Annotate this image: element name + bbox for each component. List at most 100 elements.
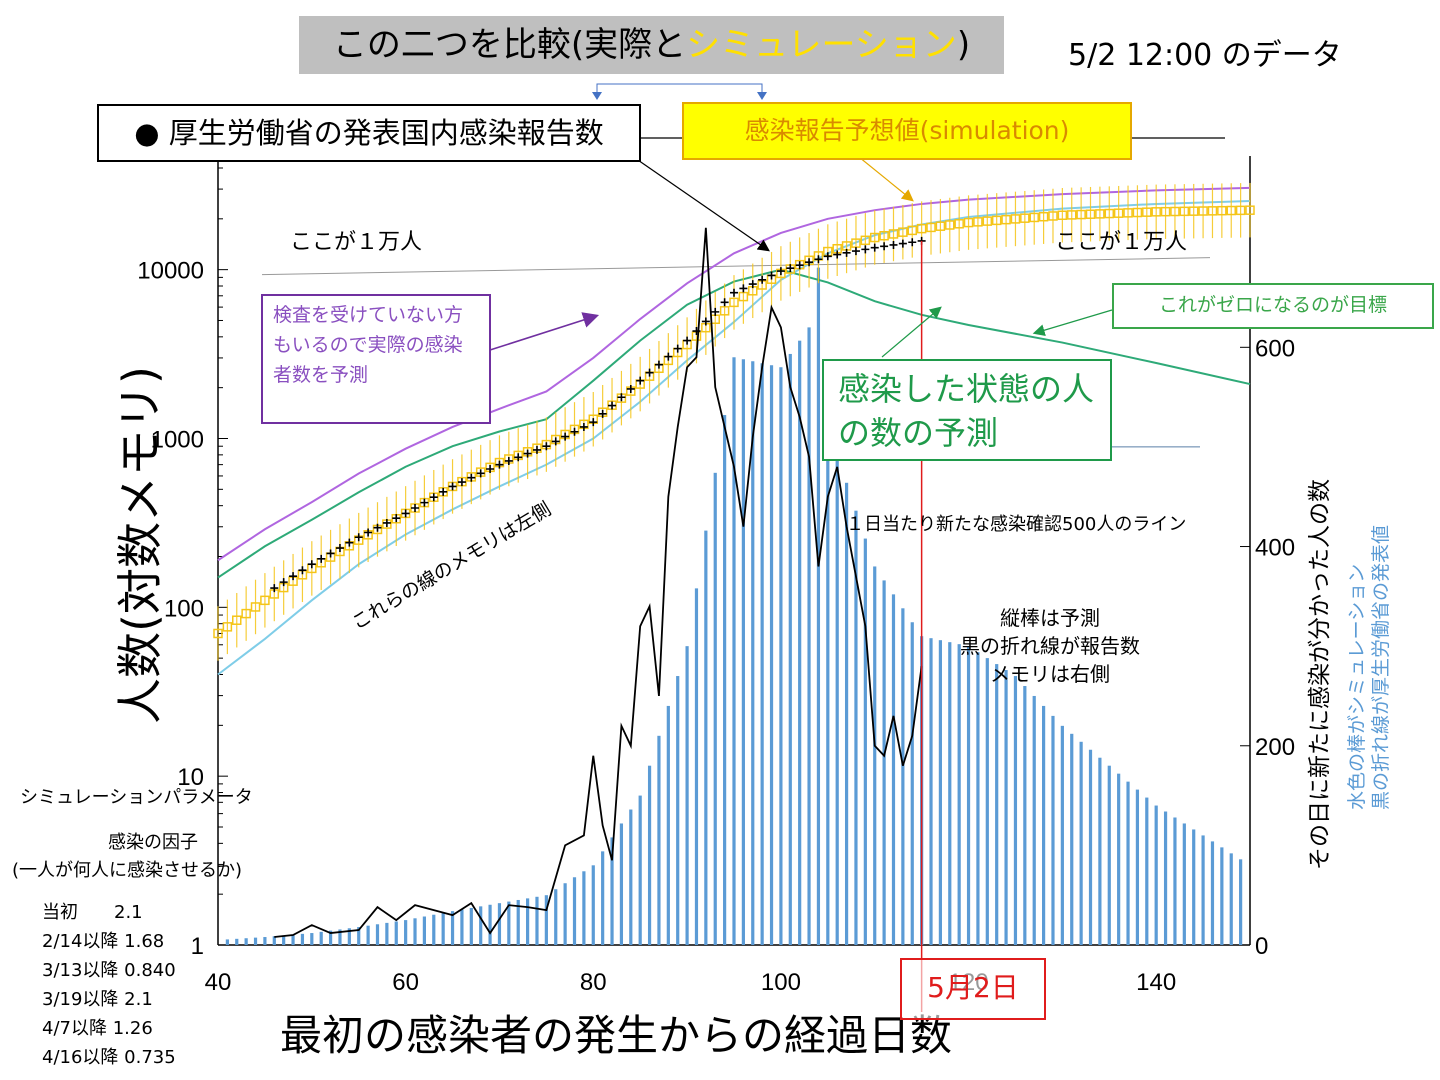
report-point [673, 344, 682, 353]
sim-point [1160, 206, 1171, 217]
sim-point [898, 227, 908, 237]
bars-note-line-3: メモリは右側 [990, 662, 1110, 686]
sim-point [250, 602, 261, 612]
sim-bar [1107, 765, 1111, 945]
actual-infected-estimate-line [217, 186, 1251, 562]
sim-bar [647, 765, 652, 945]
sim-bar [732, 357, 736, 945]
report-point [767, 271, 776, 280]
goal-box: これがゼロになるのが目標 [1112, 283, 1434, 329]
report-point [542, 442, 551, 451]
sim-bar [1201, 835, 1205, 945]
report-point [898, 239, 907, 248]
sim-bar [328, 930, 333, 945]
sim-bar [319, 931, 323, 945]
report-point [307, 560, 316, 569]
report-point [345, 538, 354, 547]
sim-point [888, 229, 899, 239]
sim-bar [1070, 733, 1074, 945]
x-tick-label: 60 [392, 969, 419, 996]
sim-bar [807, 327, 811, 945]
sim-bar [385, 922, 389, 945]
report-point [326, 549, 335, 558]
report-point [711, 307, 720, 316]
sim-bar [1117, 773, 1121, 945]
sim-bar [291, 934, 295, 945]
report-point [795, 261, 804, 270]
report-point [654, 360, 663, 369]
sim-bar [1079, 741, 1083, 945]
sim-bar [619, 823, 624, 945]
report-point [720, 298, 729, 307]
report-point [842, 248, 851, 257]
untested-arrow [489, 312, 600, 351]
factor-title: 感染の因子 [108, 832, 198, 853]
y-left-tick-label: 1000 [151, 426, 204, 453]
report-point [589, 418, 598, 427]
sim-point [1151, 207, 1161, 217]
sim-bar [357, 927, 361, 945]
param-row: 2/14以降 1.68 [42, 931, 165, 952]
sim-bar [873, 566, 877, 945]
sim-point [241, 608, 251, 619]
report-point [411, 504, 420, 513]
sim-bar [751, 361, 755, 945]
sim-bar [760, 363, 764, 945]
sim-point [1217, 205, 1227, 216]
comparison-title: この二つを比較(実際とシミュレーション) [299, 16, 1004, 74]
date-label: 5/2 12:00 のデータ [1068, 38, 1342, 73]
sim-point [1113, 208, 1124, 218]
sim-bar [948, 642, 952, 945]
sim-bar [713, 472, 717, 945]
report-point [617, 393, 626, 402]
report-point [833, 250, 842, 259]
sim-bar [1088, 749, 1093, 945]
report-point [467, 473, 476, 482]
sim-point [1123, 208, 1133, 218]
sim-bar [966, 646, 971, 945]
y-left-tick-label: 100 [164, 595, 204, 622]
sim-bar [891, 594, 896, 945]
param-row: 4/7以降 1.26 [42, 1018, 153, 1039]
sim-point [954, 219, 964, 229]
sim-bar [657, 735, 661, 945]
report-point [504, 456, 513, 465]
right-legend: 水色の棒がシミュレーション 黒の折れ線が厚生労働省の発表値 [1345, 525, 1393, 810]
sim-bar [666, 705, 670, 945]
sim-bar [244, 938, 248, 945]
sim-bar [995, 664, 999, 945]
y-left-tick-label: 10000 [137, 258, 204, 285]
sim-bar [985, 658, 989, 945]
report-point [476, 469, 485, 478]
report-point [645, 368, 654, 377]
y-left-tick-label: 10 [177, 764, 204, 791]
sim-bar [282, 935, 286, 945]
sim-bar [366, 925, 370, 945]
report-point [279, 578, 288, 587]
sim-bar [788, 353, 792, 945]
y-right-tick-label: 400 [1255, 535, 1295, 562]
sim-point [1048, 211, 1058, 221]
sim-bar [310, 933, 314, 945]
report-point [776, 267, 785, 276]
report-point [598, 409, 607, 418]
compare-bracket-heads [592, 92, 767, 100]
report-point [889, 240, 898, 249]
sim-bar [938, 640, 942, 945]
report-point [870, 243, 879, 252]
goal-arrow [1032, 309, 1113, 337]
sim-bar [676, 676, 680, 945]
infected-arrow [881, 306, 942, 358]
sim-bar [450, 911, 455, 945]
sim-point [1170, 206, 1180, 217]
sim-bar [488, 904, 492, 945]
report-point [382, 518, 391, 527]
sim-point [860, 235, 871, 246]
sim-bar [572, 877, 577, 945]
param-row: 当初 2.1 [42, 902, 143, 923]
sim-bar [469, 907, 473, 945]
sim-bar [769, 365, 774, 945]
sim-point [232, 615, 242, 625]
sim-bar [863, 538, 867, 945]
report-point [814, 255, 823, 264]
